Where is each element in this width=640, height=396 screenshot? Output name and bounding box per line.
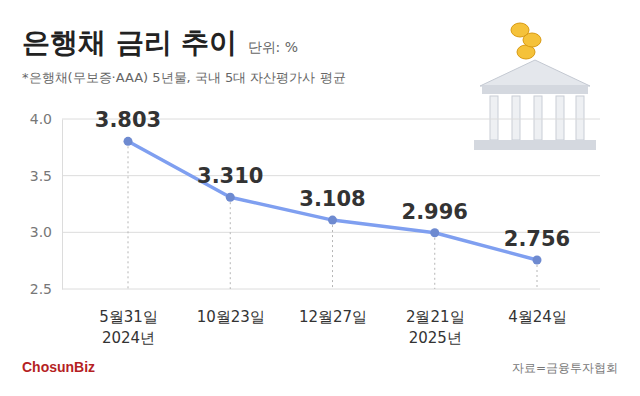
x-tick-label: 10월23일: [197, 308, 265, 326]
logo: ChosunBiz: [22, 359, 95, 375]
y-tick-label: 3.0: [30, 224, 52, 240]
point: [124, 137, 133, 146]
grid: [62, 119, 600, 289]
y-tick: 4.0: [30, 111, 62, 127]
line: [128, 141, 537, 260]
point: [533, 255, 542, 264]
x-tick: 10월23일: [197, 289, 265, 326]
data-label: 3.803: [95, 108, 161, 132]
x-tick-label: 5월31일2024년: [99, 308, 158, 347]
data-label: 3.108: [299, 187, 365, 211]
bank-column: [556, 96, 564, 140]
y-tick-label: 4.0: [30, 111, 52, 127]
y-tick: 2.5: [30, 281, 62, 297]
plot-area: [124, 137, 542, 289]
chart: 은행채 금리 추이 단위: % *은행채(무보증·AAA) 5년물, 국내 5대 자…: [0, 0, 640, 396]
grid-line: [62, 289, 600, 290]
x-tick: 12월27일: [299, 289, 367, 326]
x-tick-label: 12월27일: [299, 308, 367, 326]
bank-roof: [480, 60, 590, 86]
y-tick-label: 3.5: [30, 168, 52, 184]
x-axis: 5월31일2024년 10월23일 12월27일 2월21일2025년 4월24일: [99, 289, 567, 347]
drop-line: [230, 197, 231, 289]
data-label: 2.996: [402, 200, 468, 224]
y-tick: 3.0: [30, 224, 62, 240]
y-tick: 3.5: [30, 168, 62, 184]
bank-icon: [474, 23, 596, 150]
bank-base: [474, 140, 596, 150]
bank-column: [534, 96, 542, 140]
point: [328, 216, 337, 225]
y-axis-line: [62, 120, 63, 290]
drop-line: [332, 220, 333, 289]
data-label: 2.756: [504, 227, 570, 251]
x-tick-label: 2월21일2025년: [406, 308, 465, 347]
y-axis: 2.5 3.0 3.5 4.0: [30, 111, 63, 297]
title: 은행채 금리 추이: [22, 26, 238, 59]
point: [226, 193, 235, 202]
unit: 단위: %: [248, 39, 298, 55]
coin: [511, 23, 529, 37]
x-tick: 5월31일2024년: [99, 289, 158, 347]
data-labels: 3.803 3.310 3.108 2.996 2.756: [95, 108, 570, 251]
bank-beam: [482, 86, 588, 94]
grid-line: [62, 175, 600, 176]
y-tick-label: 2.5: [30, 281, 52, 297]
bank-column: [512, 96, 520, 140]
drop-line: [434, 233, 435, 289]
point: [430, 228, 439, 237]
source: 자료=금융투자협회: [512, 361, 618, 375]
x-tick: 4월24일: [508, 289, 567, 326]
x-tick: 2월21일2025년: [406, 289, 465, 347]
subtitle: *은행채(무보증·AAA) 5년물, 국내 5대 자산평가사 평균: [22, 70, 346, 85]
bank-column: [490, 96, 498, 140]
x-tick-label: 4월24일: [508, 308, 567, 326]
data-label: 3.310: [197, 164, 263, 188]
bank-column: [576, 96, 584, 140]
drop-line: [128, 141, 129, 289]
